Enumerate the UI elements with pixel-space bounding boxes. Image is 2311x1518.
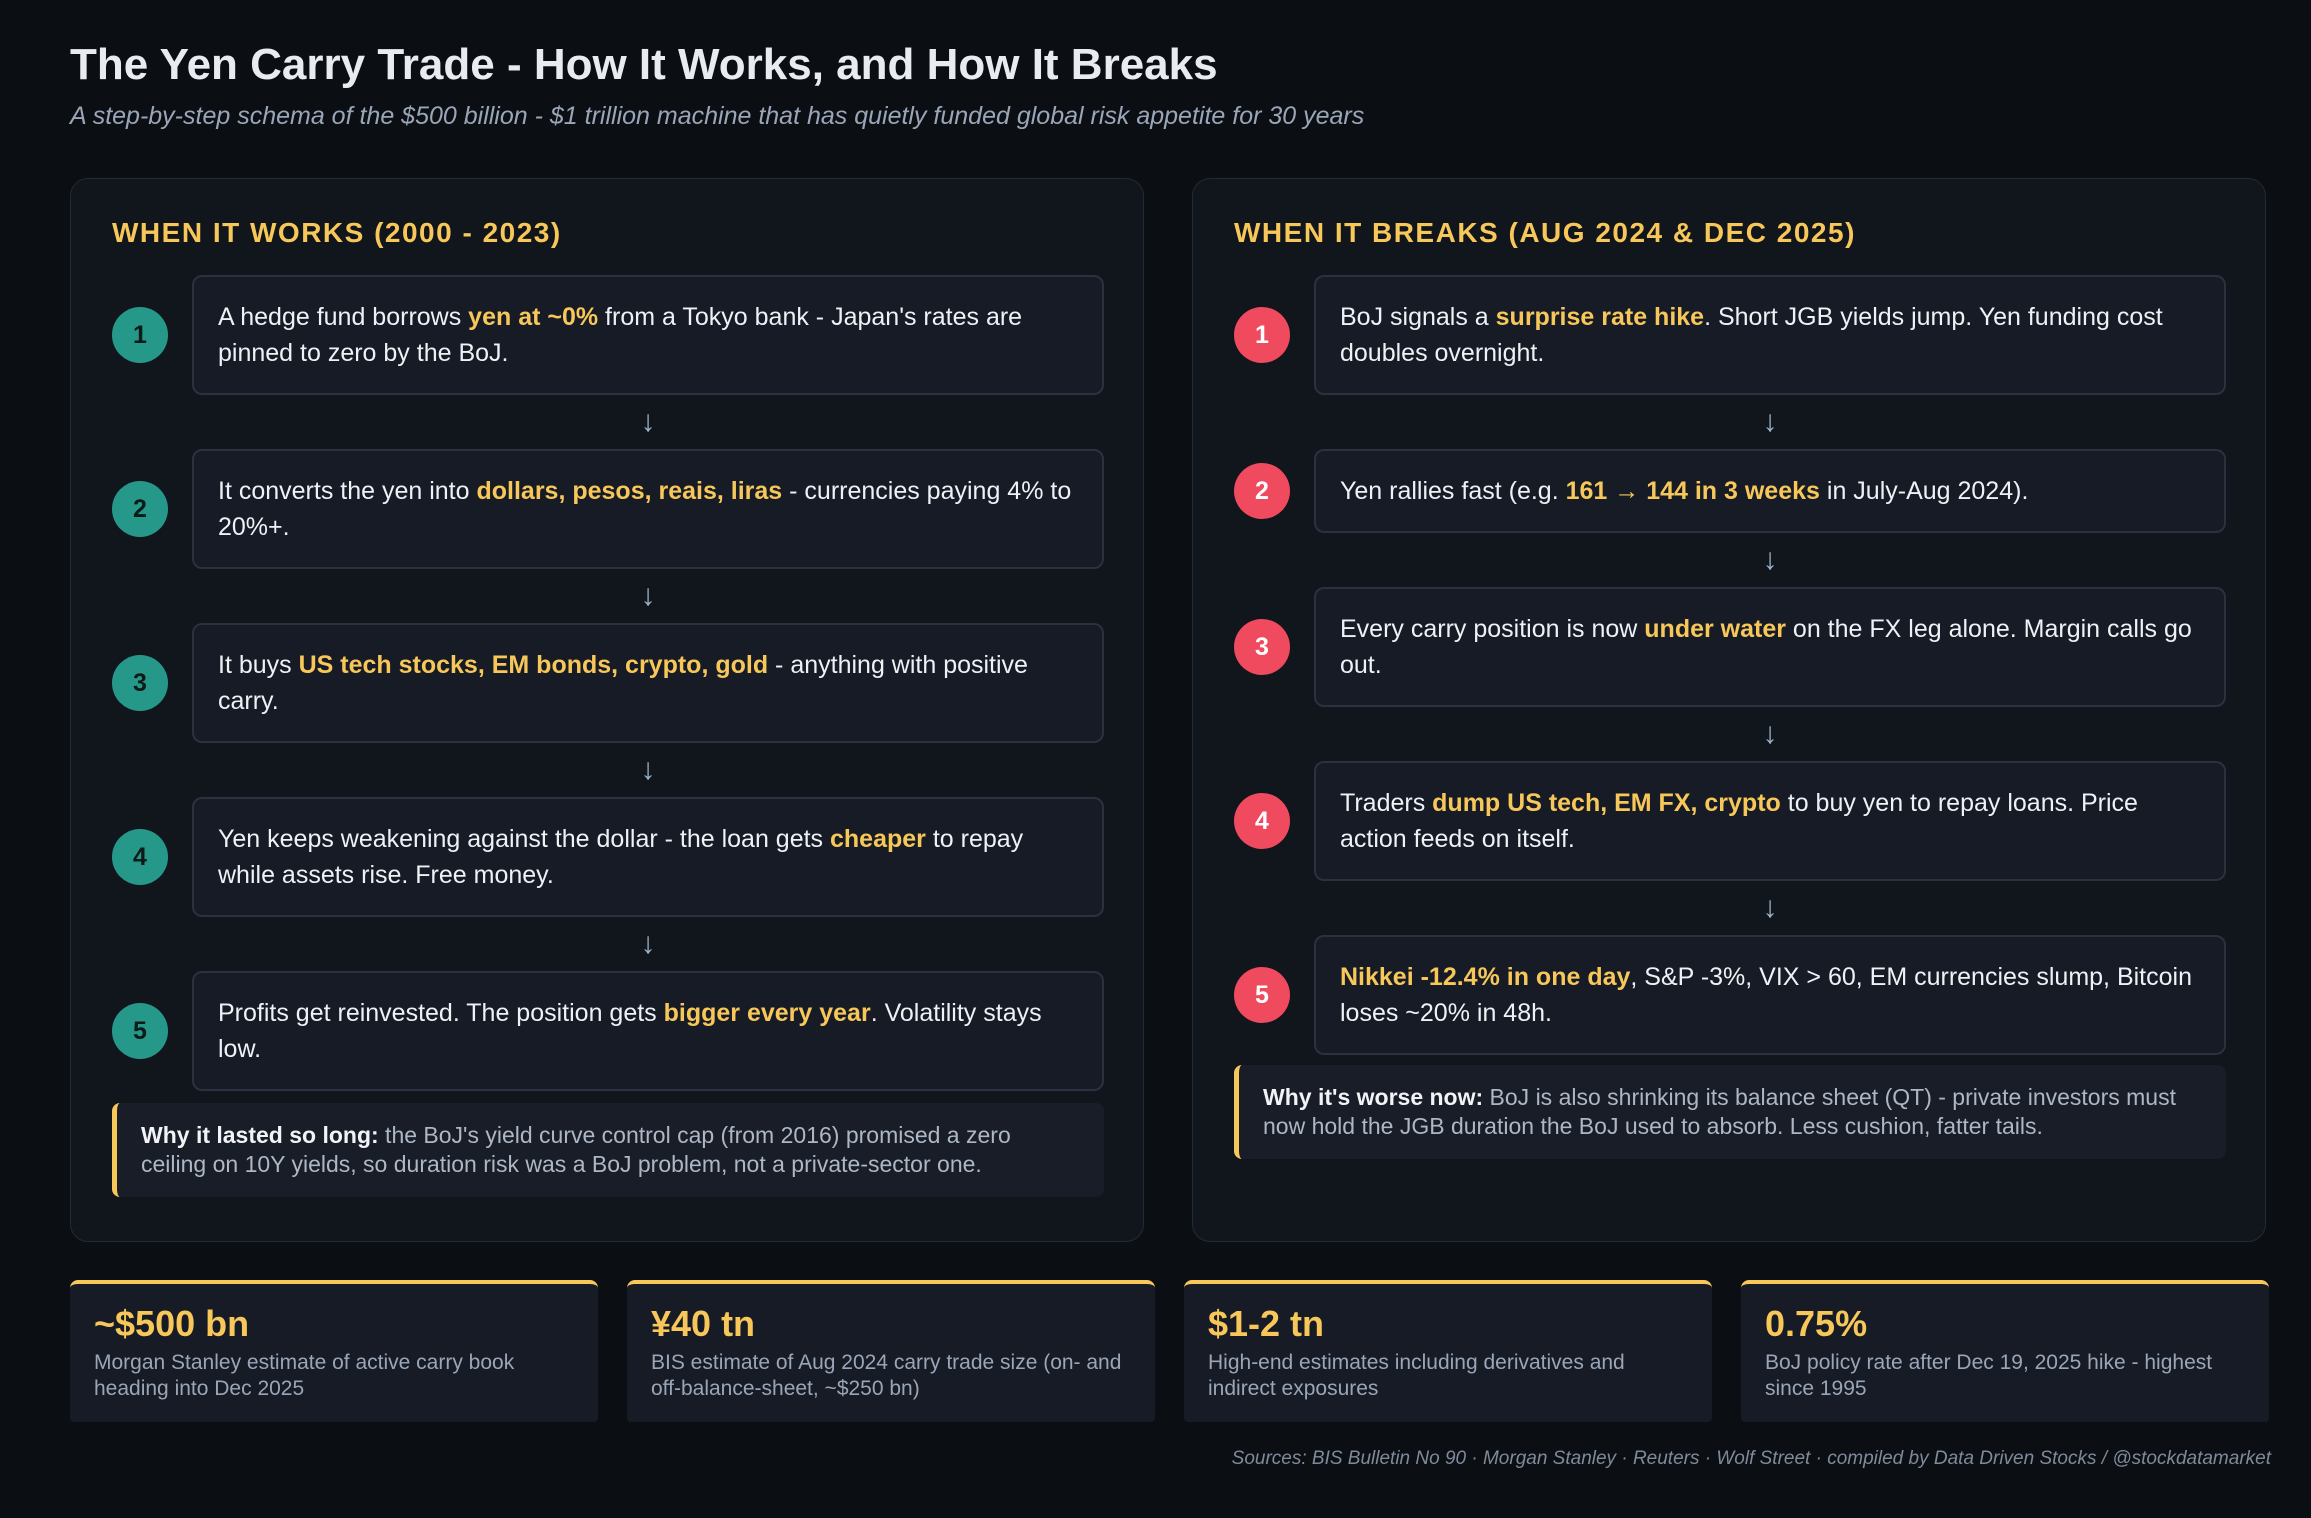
step-number-badge: 2 — [112, 481, 168, 537]
step-highlight: yen at ~0% — [468, 303, 599, 331]
stat-card-3: $1-2 tn High-end estimates including der… — [1184, 1280, 1712, 1422]
step-highlight: under water — [1644, 615, 1786, 643]
step-number-badge: 1 — [1234, 307, 1290, 363]
stat-value: ~$500 bn — [94, 1303, 250, 1344]
step-text: It buys — [218, 651, 299, 679]
breaks-heading: WHEN IT BREAKS (AUG 2024 & DEC 2025) — [1234, 217, 1856, 248]
step-text: - currencies paying 4% to 20%+. — [218, 477, 1072, 541]
step-text: BoJ signals a — [1340, 303, 1496, 331]
stat-description: High-end estimates including derivatives… — [1208, 1351, 1625, 1400]
step-card: It buys US tech stocks, EM bonds, crypto… — [192, 623, 1104, 743]
stat-description: BoJ policy rate after Dec 19, 2025 hike … — [1765, 1351, 2213, 1400]
stat-description: BIS estimate of Aug 2024 carry trade siz… — [651, 1351, 1122, 1400]
step-highlight: surprise rate hike — [1495, 303, 1705, 331]
step-card: Profits get reinvested. The position get… — [192, 971, 1104, 1091]
step-text: Every carry position is now — [1340, 615, 1645, 643]
step-card: A hedge fund borrows yen at ~0% from a T… — [192, 275, 1104, 395]
page-title: The Yen Carry Trade - How It Works, and … — [70, 40, 1218, 89]
step-highlight: dollars, pesos, reais, liras — [476, 477, 783, 505]
step-highlight: 161 → 144 in 3 weeks — [1565, 477, 1820, 505]
down-arrow-icon: ↓ — [640, 579, 656, 612]
works-step-2: 2 It converts the yen into dollars, peso… — [112, 449, 1104, 569]
step-text: from a Tokyo bank - Japan's rates are pi… — [218, 303, 1023, 367]
step-number-badge: 4 — [112, 829, 168, 885]
stat-card-2: ¥40 tn BIS estimate of Aug 2024 carry tr… — [627, 1280, 1155, 1422]
stat-card-4: 0.75% BoJ policy rate after Dec 19, 2025… — [1741, 1280, 2269, 1422]
down-arrow-icon: ↓ — [1762, 717, 1778, 750]
works-step-3: 3 It buys US tech stocks, EM bonds, cryp… — [112, 623, 1104, 743]
breaks-step-5: 5 Nikkei -12.4% in one day, S&P -3%, VIX… — [1234, 935, 2226, 1055]
step-text: It converts the yen into — [218, 477, 477, 505]
step-card: BoJ signals a surprise rate hike. Short … — [1314, 275, 2226, 395]
step-text: Yen keeps weakening against the dollar -… — [218, 825, 830, 853]
step-highlight: US tech stocks, EM bonds, crypto, gold — [298, 651, 769, 679]
stat-value: $1-2 tn — [1208, 1303, 1325, 1344]
step-number-badge: 4 — [1234, 793, 1290, 849]
step-number-badge: 5 — [1234, 967, 1290, 1023]
step-highlight: dump US tech, EM FX, crypto — [1432, 789, 1781, 817]
stat-value: ¥40 tn — [651, 1303, 756, 1344]
step-text: . Volatility stays low. — [218, 999, 1042, 1063]
stat-card-1: ~$500 bn Morgan Stanley estimate of acti… — [70, 1280, 598, 1422]
breaks-panel: WHEN IT BREAKS (AUG 2024 & DEC 2025) 1 B… — [1192, 178, 2266, 1242]
step-text: to buy yen to repay loans. Price action … — [1340, 789, 2138, 853]
step-highlight: Nikkei -12.4% in one day — [1340, 963, 1631, 991]
breaks-steps: 1 BoJ signals a surprise rate hike. Shor… — [1234, 275, 2226, 1055]
down-arrow-icon: ↓ — [1762, 543, 1778, 576]
step-text: , S&P -3%, VIX > 60, EM currencies slump… — [1340, 963, 2192, 1027]
note-text: BoJ is also shrinking its balance sheet … — [1263, 1084, 2176, 1139]
step-card: Traders dump US tech, EM FX, crypto to b… — [1314, 761, 2226, 881]
step-text: Traders — [1340, 789, 1433, 817]
breaks-step-4: 4 Traders dump US tech, EM FX, crypto to… — [1234, 761, 2226, 881]
breaks-step-3: 3 Every carry position is now under wate… — [1234, 587, 2226, 707]
works-step-1: 1 A hedge fund borrows yen at ~0% from a… — [112, 275, 1104, 395]
stat-value: 0.75% — [1765, 1303, 1868, 1344]
step-card: Every carry position is now under water … — [1314, 587, 2226, 707]
step-text: Profits get reinvested. The position get… — [218, 999, 664, 1027]
step-text: to repay while assets rise. Free money. — [218, 825, 1024, 889]
step-text: Yen rallies fast (e.g. — [1340, 477, 1566, 505]
breaks-step-2: 2 Yen rallies fast (e.g. 161 → 144 in 3 … — [1234, 449, 2226, 533]
step-text: - anything with positive carry. — [218, 651, 1028, 715]
note-label: Why it lasted so long: — [141, 1122, 379, 1148]
step-card: It converts the yen into dollars, pesos,… — [192, 449, 1104, 569]
down-arrow-icon: ↓ — [640, 405, 656, 438]
works-step-4: 4 Yen keeps weakening against the dollar… — [112, 797, 1104, 917]
works-heading: WHEN IT WORKS (2000 - 2023) — [112, 217, 562, 248]
down-arrow-icon: ↓ — [640, 927, 656, 960]
down-arrow-icon: ↓ — [1762, 891, 1778, 924]
down-arrow-icon: ↓ — [1762, 405, 1778, 438]
step-number-badge: 3 — [1234, 619, 1290, 675]
step-highlight: cheaper — [830, 825, 926, 853]
page-subtitle: A step-by-step schema of the $500 billio… — [70, 102, 1365, 130]
breaks-step-1: 1 BoJ signals a surprise rate hike. Shor… — [1234, 275, 2226, 395]
step-text: A hedge fund borrows — [218, 303, 469, 331]
step-text: . Short JGB yields jump. Yen funding cos… — [1340, 303, 2163, 367]
step-number-badge: 3 — [112, 655, 168, 711]
step-text: in July-Aug 2024). — [1819, 477, 2029, 505]
step-number-badge: 5 — [112, 1003, 168, 1059]
step-highlight: bigger every year — [663, 999, 871, 1027]
down-arrow-icon: ↓ — [640, 753, 656, 786]
note-text: the BoJ's yield curve control cap (from … — [141, 1122, 1011, 1177]
stat-description: Morgan Stanley estimate of active carry … — [94, 1351, 515, 1400]
step-card: Nikkei -12.4% in one day, S&P -3%, VIX >… — [1314, 935, 2226, 1055]
note-label: Why it's worse now: — [1263, 1084, 1484, 1110]
step-card: Yen rallies fast (e.g. 161 → 144 in 3 we… — [1314, 449, 2226, 533]
works-step-5: 5 Profits get reinvested. The position g… — [112, 971, 1104, 1091]
sources-footer: Sources: BIS Bulletin No 90 · Morgan Sta… — [1231, 1448, 2271, 1469]
works-steps: 1 A hedge fund borrows yen at ~0% from a… — [112, 275, 1104, 1091]
step-text: on the FX leg alone. Margin calls go out… — [1340, 615, 2192, 679]
breaks-note: Why it's worse now: BoJ is also shrinkin… — [1234, 1065, 2226, 1159]
works-note: Why it lasted so long: the BoJ's yield c… — [112, 1103, 1104, 1197]
works-panel: WHEN IT WORKS (2000 - 2023) 1 A hedge fu… — [70, 178, 1144, 1242]
step-number-badge: 2 — [1234, 463, 1290, 519]
step-card: Yen keeps weakening against the dollar -… — [192, 797, 1104, 917]
step-number-badge: 1 — [112, 307, 168, 363]
